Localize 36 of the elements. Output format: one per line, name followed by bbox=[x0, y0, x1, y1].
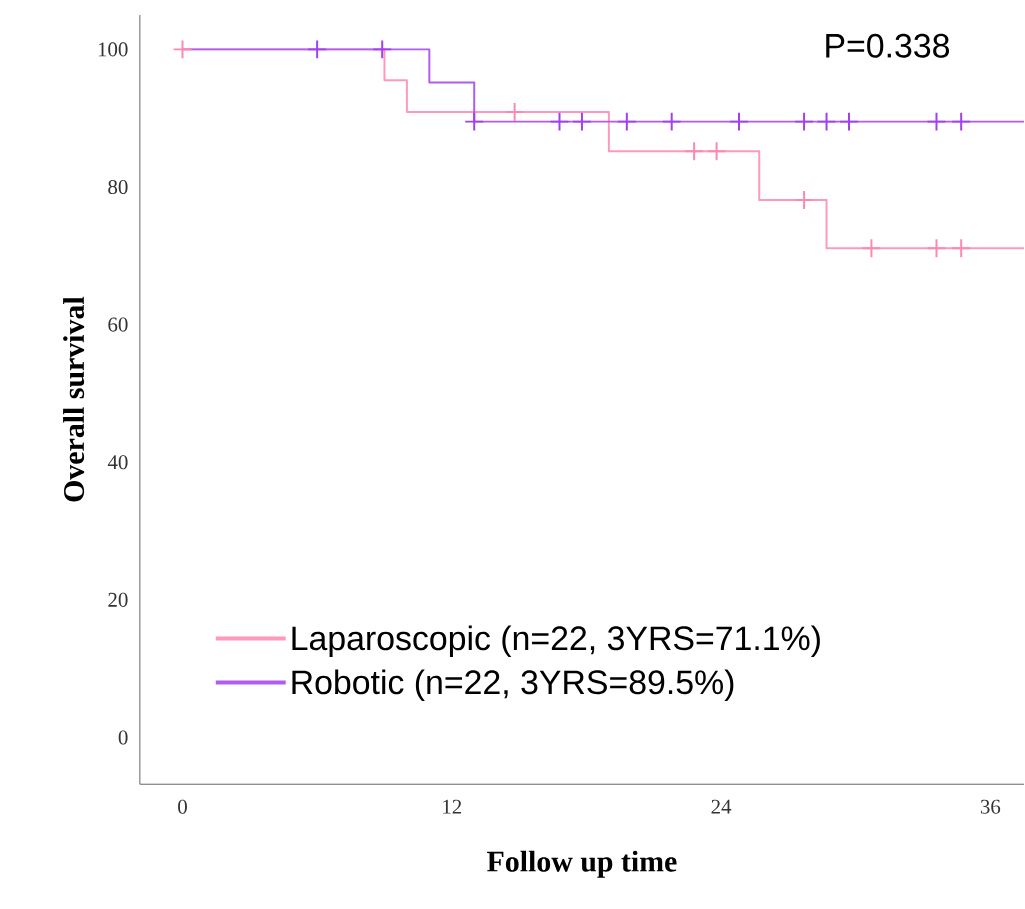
point bbox=[729, 111, 750, 132]
y-tick-label: 80 bbox=[108, 179, 128, 194]
y-tick-label: 0 bbox=[118, 730, 128, 745]
x-tick-label: 0 bbox=[178, 799, 187, 814]
legend-label: Laparoscopic (n=22, 3YRS=71.1%) bbox=[292, 625, 820, 657]
y-tick-label: 60 bbox=[108, 317, 128, 332]
point bbox=[661, 111, 682, 132]
point bbox=[951, 111, 972, 132]
annotation: P=0.338 bbox=[826, 33, 950, 58]
point bbox=[464, 111, 485, 132]
point bbox=[794, 111, 815, 132]
point bbox=[794, 190, 815, 211]
point bbox=[816, 111, 837, 132]
point bbox=[861, 238, 882, 259]
point bbox=[926, 238, 947, 259]
point bbox=[706, 141, 727, 162]
point bbox=[372, 39, 393, 60]
legend-label: Robotic (n=22, 3YRS=89.5%) bbox=[292, 669, 734, 701]
point bbox=[307, 39, 328, 60]
point bbox=[926, 111, 947, 132]
point bbox=[172, 39, 193, 60]
x-tick-label: 36 bbox=[980, 799, 1001, 814]
point bbox=[951, 238, 972, 259]
x-tick-label: 12 bbox=[443, 799, 462, 814]
point bbox=[549, 111, 570, 132]
x-axis-title: Follow up time bbox=[487, 850, 677, 878]
y-tick-label: 20 bbox=[108, 592, 128, 607]
y-axis-title: Overall survival bbox=[63, 296, 85, 502]
point bbox=[684, 141, 705, 162]
point bbox=[616, 111, 637, 132]
point bbox=[838, 111, 859, 132]
y-tick-label: 100 bbox=[98, 42, 128, 57]
y-tick-label: 40 bbox=[107, 455, 128, 470]
x-tick-label: 24 bbox=[711, 799, 732, 814]
point bbox=[504, 101, 525, 122]
point bbox=[571, 111, 592, 132]
